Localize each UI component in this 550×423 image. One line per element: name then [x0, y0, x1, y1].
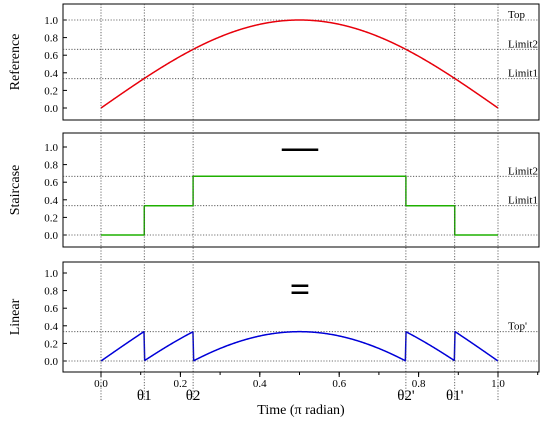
- linear-y-tick-label: 0.4: [44, 321, 58, 333]
- staircase-reference-label: Limit1': [508, 195, 540, 207]
- staircase-plot-frame: [62, 132, 540, 248]
- staircase-y-tick-label: 1.0: [44, 142, 58, 154]
- theta-guide-lines: [100, 4, 499, 400]
- reference-reference-label: Limit1: [508, 68, 538, 80]
- linear-y-tick-label: 0.6: [44, 303, 58, 315]
- reference-series-line: [100, 19, 499, 109]
- x-tick-label: 0.4: [253, 378, 267, 390]
- theta-label: θ2: [186, 388, 201, 404]
- theta-label: θ1: [137, 388, 152, 404]
- reference-y-axis-label: Reference: [8, 34, 23, 91]
- x-tick-label: 1.0: [491, 378, 505, 390]
- linear-series-line: [100, 330, 499, 362]
- staircase-y-tick-label: 0.0: [44, 230, 58, 242]
- reference-reference-label: Limit2: [508, 38, 538, 50]
- reference-y-tick-label: 0.6: [44, 50, 58, 62]
- reference-y-tick-label: 0.4: [44, 68, 58, 80]
- staircase-y-tick-label: 0.6: [44, 177, 58, 189]
- x-axis: 0.0 0.2 0.4 0.6 0.8 1.0 θ1 θ2 θ2' θ1': [63, 371, 539, 404]
- staircase-reference-label: Limit2': [508, 165, 540, 177]
- x-tick-label: 0.6: [332, 378, 346, 390]
- reference-y-tick-label: 0.0: [44, 103, 58, 115]
- x-tick-label: 0.2: [174, 378, 188, 390]
- panel-reference: 0.0 0.2 0.4 0.6 0.8 1.0 Reference Top Limit2 Limi…: [8, 3, 540, 121]
- panels: 0.0 0.2 0.4 0.6 0.8 1.0 Reference Top Limit2 Limi…: [8, 3, 540, 373]
- linear-y-axis-label: Linear: [8, 298, 23, 335]
- staircase-y-tick-label: 0.8: [44, 160, 58, 172]
- linear-y-tick-label: 0.2: [44, 338, 58, 350]
- minus-operator: —: [281, 126, 319, 166]
- staircase-series-line: [101, 175, 498, 236]
- linear-y-tick-label: 0.8: [44, 286, 58, 298]
- linear-y-tick-label: 0.0: [44, 356, 58, 368]
- theta-label: θ1': [446, 388, 464, 404]
- reference-reference-label: Top: [508, 9, 525, 21]
- staircase-y-axis-label: Staircase: [8, 165, 23, 216]
- panel-staircase: 0.0 0.2 0.4 0.6 0.8 1.0 Staircase Limit2' Limit1…: [8, 132, 540, 248]
- staircase-y-tick-label: 0.2: [44, 212, 58, 224]
- linear-y-tick-label: 1.0: [44, 268, 58, 280]
- x-tick-label: 0.0: [94, 378, 108, 390]
- panel-linear: 0.0 0.2 0.4 0.6 0.8 1.0 Linear Top': [8, 261, 540, 373]
- reference-y-tick-label: 0.8: [44, 33, 58, 45]
- reference-plot-frame: [62, 3, 540, 121]
- x-axis-label: Time (π radian): [257, 403, 345, 418]
- reference-y-tick-label: 0.2: [44, 85, 58, 97]
- equals-operator: =: [290, 269, 311, 309]
- reference-y-tick-label: 1.0: [44, 15, 58, 27]
- x-tick-label: 0.8: [412, 378, 426, 390]
- linear-reference-label: Top': [508, 321, 527, 333]
- staircase-y-tick-label: 0.4: [44, 195, 58, 207]
- theta-label: θ2': [397, 388, 415, 404]
